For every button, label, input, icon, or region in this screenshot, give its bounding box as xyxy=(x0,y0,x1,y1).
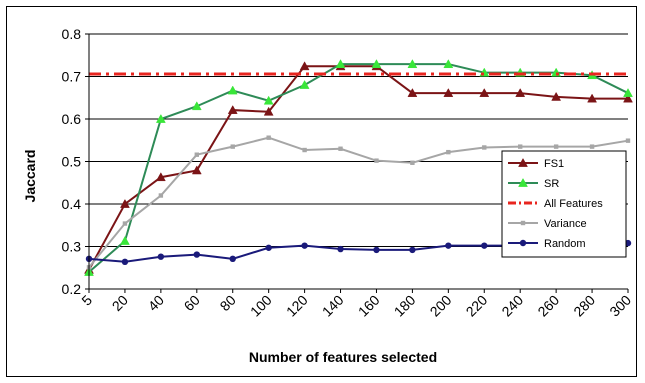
data-point-variance xyxy=(482,145,487,150)
x-tick-label: 260 xyxy=(534,292,562,320)
legend-label-all-features: All Features xyxy=(544,198,603,210)
legend-label-sr: SR xyxy=(544,178,559,190)
data-point-random xyxy=(265,244,272,251)
legend-marker-sr xyxy=(518,177,528,187)
series-line-variance xyxy=(88,136,629,268)
data-point-random xyxy=(121,258,129,265)
data-point-variance xyxy=(230,144,235,149)
data-point-random xyxy=(157,253,165,260)
legend-marker-fs1 xyxy=(518,157,528,167)
data-point-fs1 xyxy=(155,172,166,182)
y-tick-label: 0.2 xyxy=(62,281,82,297)
x-tick-label: 300 xyxy=(606,292,634,320)
data-point-sr xyxy=(155,113,166,123)
data-point-sr xyxy=(120,235,130,245)
data-point-random xyxy=(481,242,488,249)
data-point-variance xyxy=(518,144,523,149)
x-tick-label: 100 xyxy=(247,292,275,320)
x-tick-label: 60 xyxy=(181,292,203,314)
data-point-random xyxy=(301,242,308,249)
data-point-variance xyxy=(625,138,631,143)
data-point-random xyxy=(409,246,416,254)
x-tick-label: 140 xyxy=(319,292,347,320)
legend-label-random: Random xyxy=(544,238,586,250)
y-tick-label: 0.7 xyxy=(62,69,82,85)
data-point-sr xyxy=(335,59,346,69)
data-point-fs1 xyxy=(299,61,310,71)
data-point-variance xyxy=(302,147,307,153)
data-point-fs1 xyxy=(551,91,562,101)
y-axis-title: Jaccard xyxy=(22,150,38,203)
legend-marker-random xyxy=(519,239,527,247)
data-point-variance xyxy=(553,144,559,149)
data-point-fs1 xyxy=(191,165,202,175)
data-point-sr xyxy=(371,59,382,69)
data-point-sr xyxy=(443,59,454,69)
data-point-fs1 xyxy=(587,93,597,103)
data-point-sr xyxy=(299,79,310,89)
data-point-sr xyxy=(263,95,274,105)
data-point-variance xyxy=(194,152,199,157)
x-tick-label: 80 xyxy=(217,292,239,314)
data-point-sr xyxy=(191,101,202,111)
series-variance xyxy=(86,135,631,270)
series-layer xyxy=(84,59,633,276)
data-point-variance xyxy=(446,149,451,155)
legend-marker-variance xyxy=(520,220,526,226)
y-tick-label: 0.8 xyxy=(62,26,82,42)
x-tick-label: 240 xyxy=(498,292,526,320)
data-point-variance xyxy=(410,160,415,165)
x-tick-label: 200 xyxy=(427,292,455,320)
legend-label-variance: Variance xyxy=(544,218,587,230)
x-tick-label: 180 xyxy=(391,292,419,320)
data-point-sr xyxy=(623,88,633,97)
y-tick-label: 0.6 xyxy=(62,111,82,127)
x-tick-label: 220 xyxy=(463,292,491,320)
data-point-fs1 xyxy=(479,88,490,97)
x-tick-label: 120 xyxy=(283,292,311,320)
data-point-sr xyxy=(407,59,418,69)
data-point-variance xyxy=(374,158,379,163)
series-line-sr xyxy=(88,63,629,273)
data-point-random xyxy=(193,251,200,258)
x-tick-label: 40 xyxy=(145,292,167,314)
data-point-fs1 xyxy=(515,88,526,97)
data-point-random xyxy=(373,246,380,254)
data-point-variance xyxy=(122,221,128,226)
data-point-variance xyxy=(589,144,595,149)
legend: FS1 SR All Features Variance Random xyxy=(501,150,627,258)
data-point-random xyxy=(337,245,344,253)
data-point-variance xyxy=(338,146,343,151)
legend-label-fs1: FS1 xyxy=(544,158,564,170)
data-point-fs1 xyxy=(120,198,130,208)
data-point-fs1 xyxy=(263,106,274,116)
data-point-sr xyxy=(227,85,238,95)
data-point-fs1 xyxy=(623,93,633,103)
data-point-fs1 xyxy=(407,88,418,97)
x-axis-title: Number of features selected xyxy=(249,349,437,365)
x-tick-label: 160 xyxy=(355,292,383,320)
x-tick-label: 5 xyxy=(78,292,95,309)
y-tick-label: 0.5 xyxy=(62,154,82,170)
x-tick-label: 20 xyxy=(109,292,131,314)
data-point-random xyxy=(445,242,452,249)
data-point-fs1 xyxy=(227,105,238,114)
x-tick-label: 280 xyxy=(570,292,598,320)
data-point-random xyxy=(229,255,236,263)
data-point-fs1 xyxy=(443,88,454,97)
y-tick-label: 0.4 xyxy=(62,196,82,212)
data-point-variance xyxy=(266,135,271,140)
data-point-variance xyxy=(158,193,164,198)
series-sr xyxy=(84,59,633,276)
legend-box xyxy=(501,150,627,258)
y-tick-label: 0.3 xyxy=(62,239,82,255)
